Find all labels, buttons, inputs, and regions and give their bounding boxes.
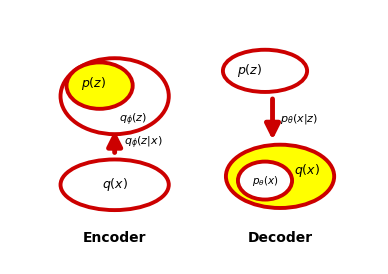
Ellipse shape [226,145,334,208]
Text: $q_\phi(z)$: $q_\phi(z)$ [119,111,147,128]
Ellipse shape [238,162,292,199]
Text: $q_\phi(z|x)$: $q_\phi(z|x)$ [124,134,162,151]
Ellipse shape [61,159,169,210]
Text: $q(x)$: $q(x)$ [294,161,320,179]
Text: $p(z)$: $p(z)$ [81,75,106,92]
Text: $p_\theta(x)$: $p_\theta(x)$ [252,173,278,188]
Ellipse shape [67,62,133,109]
Text: Encoder: Encoder [83,230,146,244]
Text: $p(z)$: $p(z)$ [237,62,263,79]
Text: Decoder: Decoder [248,230,313,244]
Ellipse shape [223,50,307,92]
Ellipse shape [61,58,169,134]
Text: $q(x)$: $q(x)$ [102,176,128,193]
Text: $p_\theta(x|z)$: $p_\theta(x|z)$ [280,112,318,126]
